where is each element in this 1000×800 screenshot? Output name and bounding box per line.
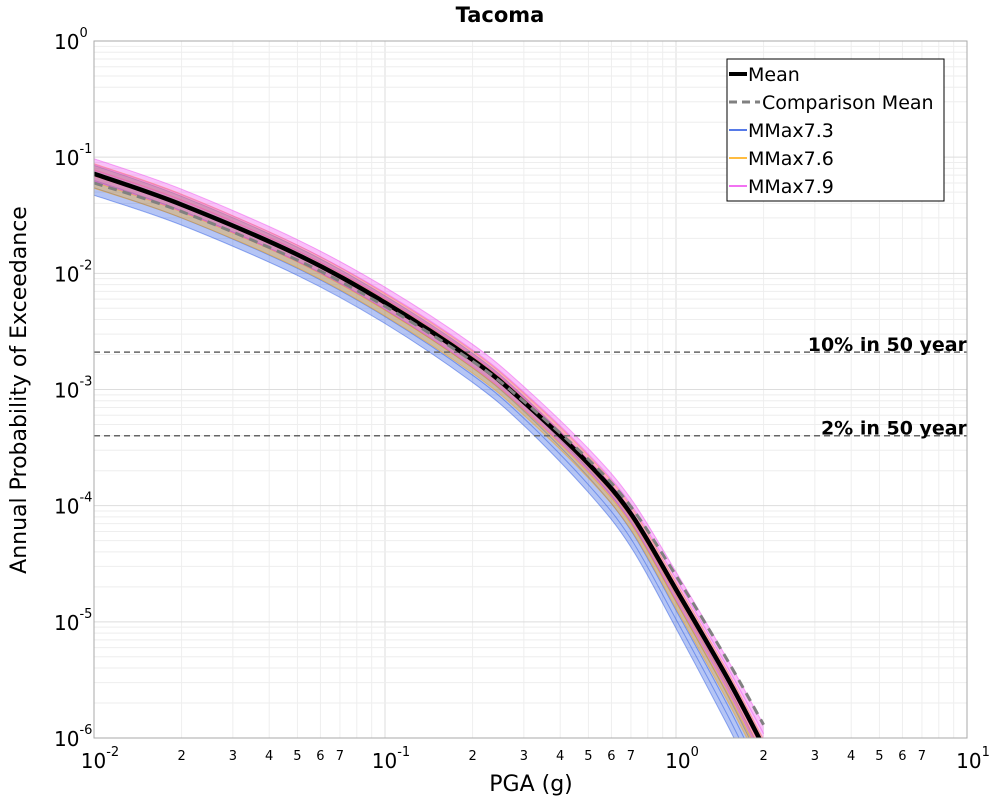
y-major-tick-label: 100 [54, 26, 88, 54]
y-major-tick-label: 10-5 [54, 607, 92, 635]
legend-label-mmax76: MMax7.6 [748, 148, 834, 170]
branch-line-mmax76 [94, 187, 748, 738]
legend-label-mean: Mean [748, 64, 800, 86]
x-minor-tick-label: 7 [627, 749, 635, 764]
x-minor-tick-label: 6 [607, 749, 615, 764]
x-major-tick-label: 100 [665, 745, 699, 773]
x-minor-tick-label: 2 [468, 749, 476, 764]
x-minor-tick-label: 5 [584, 749, 592, 764]
branch-line-mmax73 [94, 194, 735, 738]
reference-label-1: 10% in 50 year [808, 334, 968, 356]
grid [93, 41, 967, 739]
x-axis-title: PGA (g) [489, 772, 573, 797]
legend-label-mmax73: MMax7.3 [748, 120, 834, 142]
x-minor-tick-label: 4 [265, 749, 273, 764]
x-minor-tick-label: 2 [759, 749, 767, 764]
x-minor-tick-label: 7 [336, 749, 344, 764]
x-minor-tick-label: 5 [293, 749, 301, 764]
x-minor-tick-label: 2 [177, 749, 185, 764]
legend-box [726, 58, 945, 202]
x-minor-tick-label: 4 [847, 749, 855, 764]
reference-label-2: 2% in 50 year [821, 418, 968, 440]
y-major-tick-label: 10-4 [54, 491, 92, 519]
branch-line-mmax79 [94, 163, 765, 734]
line-comparison-mean [94, 181, 765, 726]
y-major-tick-label: 10-2 [54, 258, 92, 286]
y-tick-labels: 100 10-1 10-2 10-3 10-4 10-5 10-6 [54, 26, 92, 751]
branch-line-mmax79 [94, 158, 765, 726]
x-minor-tick-label: 4 [556, 749, 564, 764]
x-major-tick-label: 101 [956, 745, 990, 773]
x-minor-tick-label: 3 [811, 749, 819, 764]
x-major-tick-label: 10-2 [81, 745, 119, 773]
x-minor-tick-label: 3 [520, 749, 528, 764]
legend-label-comparison: Comparison Mean [762, 92, 934, 114]
branch-line-mmax73 [94, 187, 740, 738]
y-axis-title: Annual Probability of Exceedance [7, 206, 32, 574]
x-minor-tick-label: 6 [316, 749, 324, 764]
y-major-tick-label: 10-6 [54, 723, 92, 751]
x-major-tick-label: 10-1 [372, 745, 410, 773]
x-minor-tick-label: 7 [918, 749, 926, 764]
mean-curves [94, 171, 765, 738]
y-major-tick-label: 10-1 [54, 142, 92, 170]
x-minor-tick-label: 5 [875, 749, 883, 764]
branch-line-mmax76 [94, 163, 764, 738]
x-minor-tick-label: 3 [229, 749, 237, 764]
x-minor-tick-label: 6 [898, 749, 906, 764]
plot-frame [93, 40, 968, 739]
legend: Mean Comparison Mean MMax7.3 MMax7.6 MMa… [726, 58, 945, 202]
reference-lines: 10% in 50 year 2% in 50 year [94, 334, 968, 440]
chart-title: Tacoma [456, 3, 545, 27]
legend-label-mmax79: MMax7.9 [748, 176, 834, 198]
y-major-tick-label: 10-3 [54, 375, 92, 403]
